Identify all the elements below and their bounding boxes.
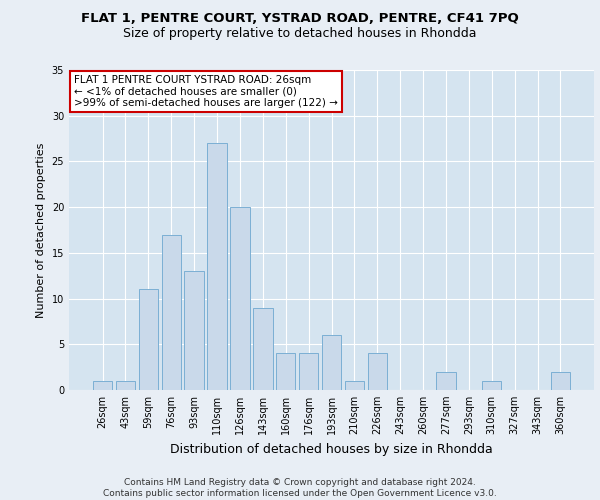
Bar <box>436 372 455 390</box>
Bar <box>184 271 204 390</box>
Bar <box>482 381 502 390</box>
Bar <box>230 207 250 390</box>
Bar <box>344 381 364 390</box>
Bar <box>208 143 227 390</box>
Text: Size of property relative to detached houses in Rhondda: Size of property relative to detached ho… <box>123 28 477 40</box>
Text: FLAT 1 PENTRE COURT YSTRAD ROAD: 26sqm
← <1% of detached houses are smaller (0)
: FLAT 1 PENTRE COURT YSTRAD ROAD: 26sqm ←… <box>74 75 338 108</box>
Bar <box>93 381 112 390</box>
Bar <box>322 335 341 390</box>
Text: Contains HM Land Registry data © Crown copyright and database right 2024.
Contai: Contains HM Land Registry data © Crown c… <box>103 478 497 498</box>
Y-axis label: Number of detached properties: Number of detached properties <box>36 142 46 318</box>
Bar <box>276 354 295 390</box>
X-axis label: Distribution of detached houses by size in Rhondda: Distribution of detached houses by size … <box>170 442 493 456</box>
Bar <box>139 290 158 390</box>
Bar <box>299 354 319 390</box>
Bar <box>368 354 387 390</box>
Bar <box>253 308 272 390</box>
Text: FLAT 1, PENTRE COURT, YSTRAD ROAD, PENTRE, CF41 7PQ: FLAT 1, PENTRE COURT, YSTRAD ROAD, PENTR… <box>81 12 519 26</box>
Bar <box>116 381 135 390</box>
Bar <box>161 234 181 390</box>
Bar <box>551 372 570 390</box>
